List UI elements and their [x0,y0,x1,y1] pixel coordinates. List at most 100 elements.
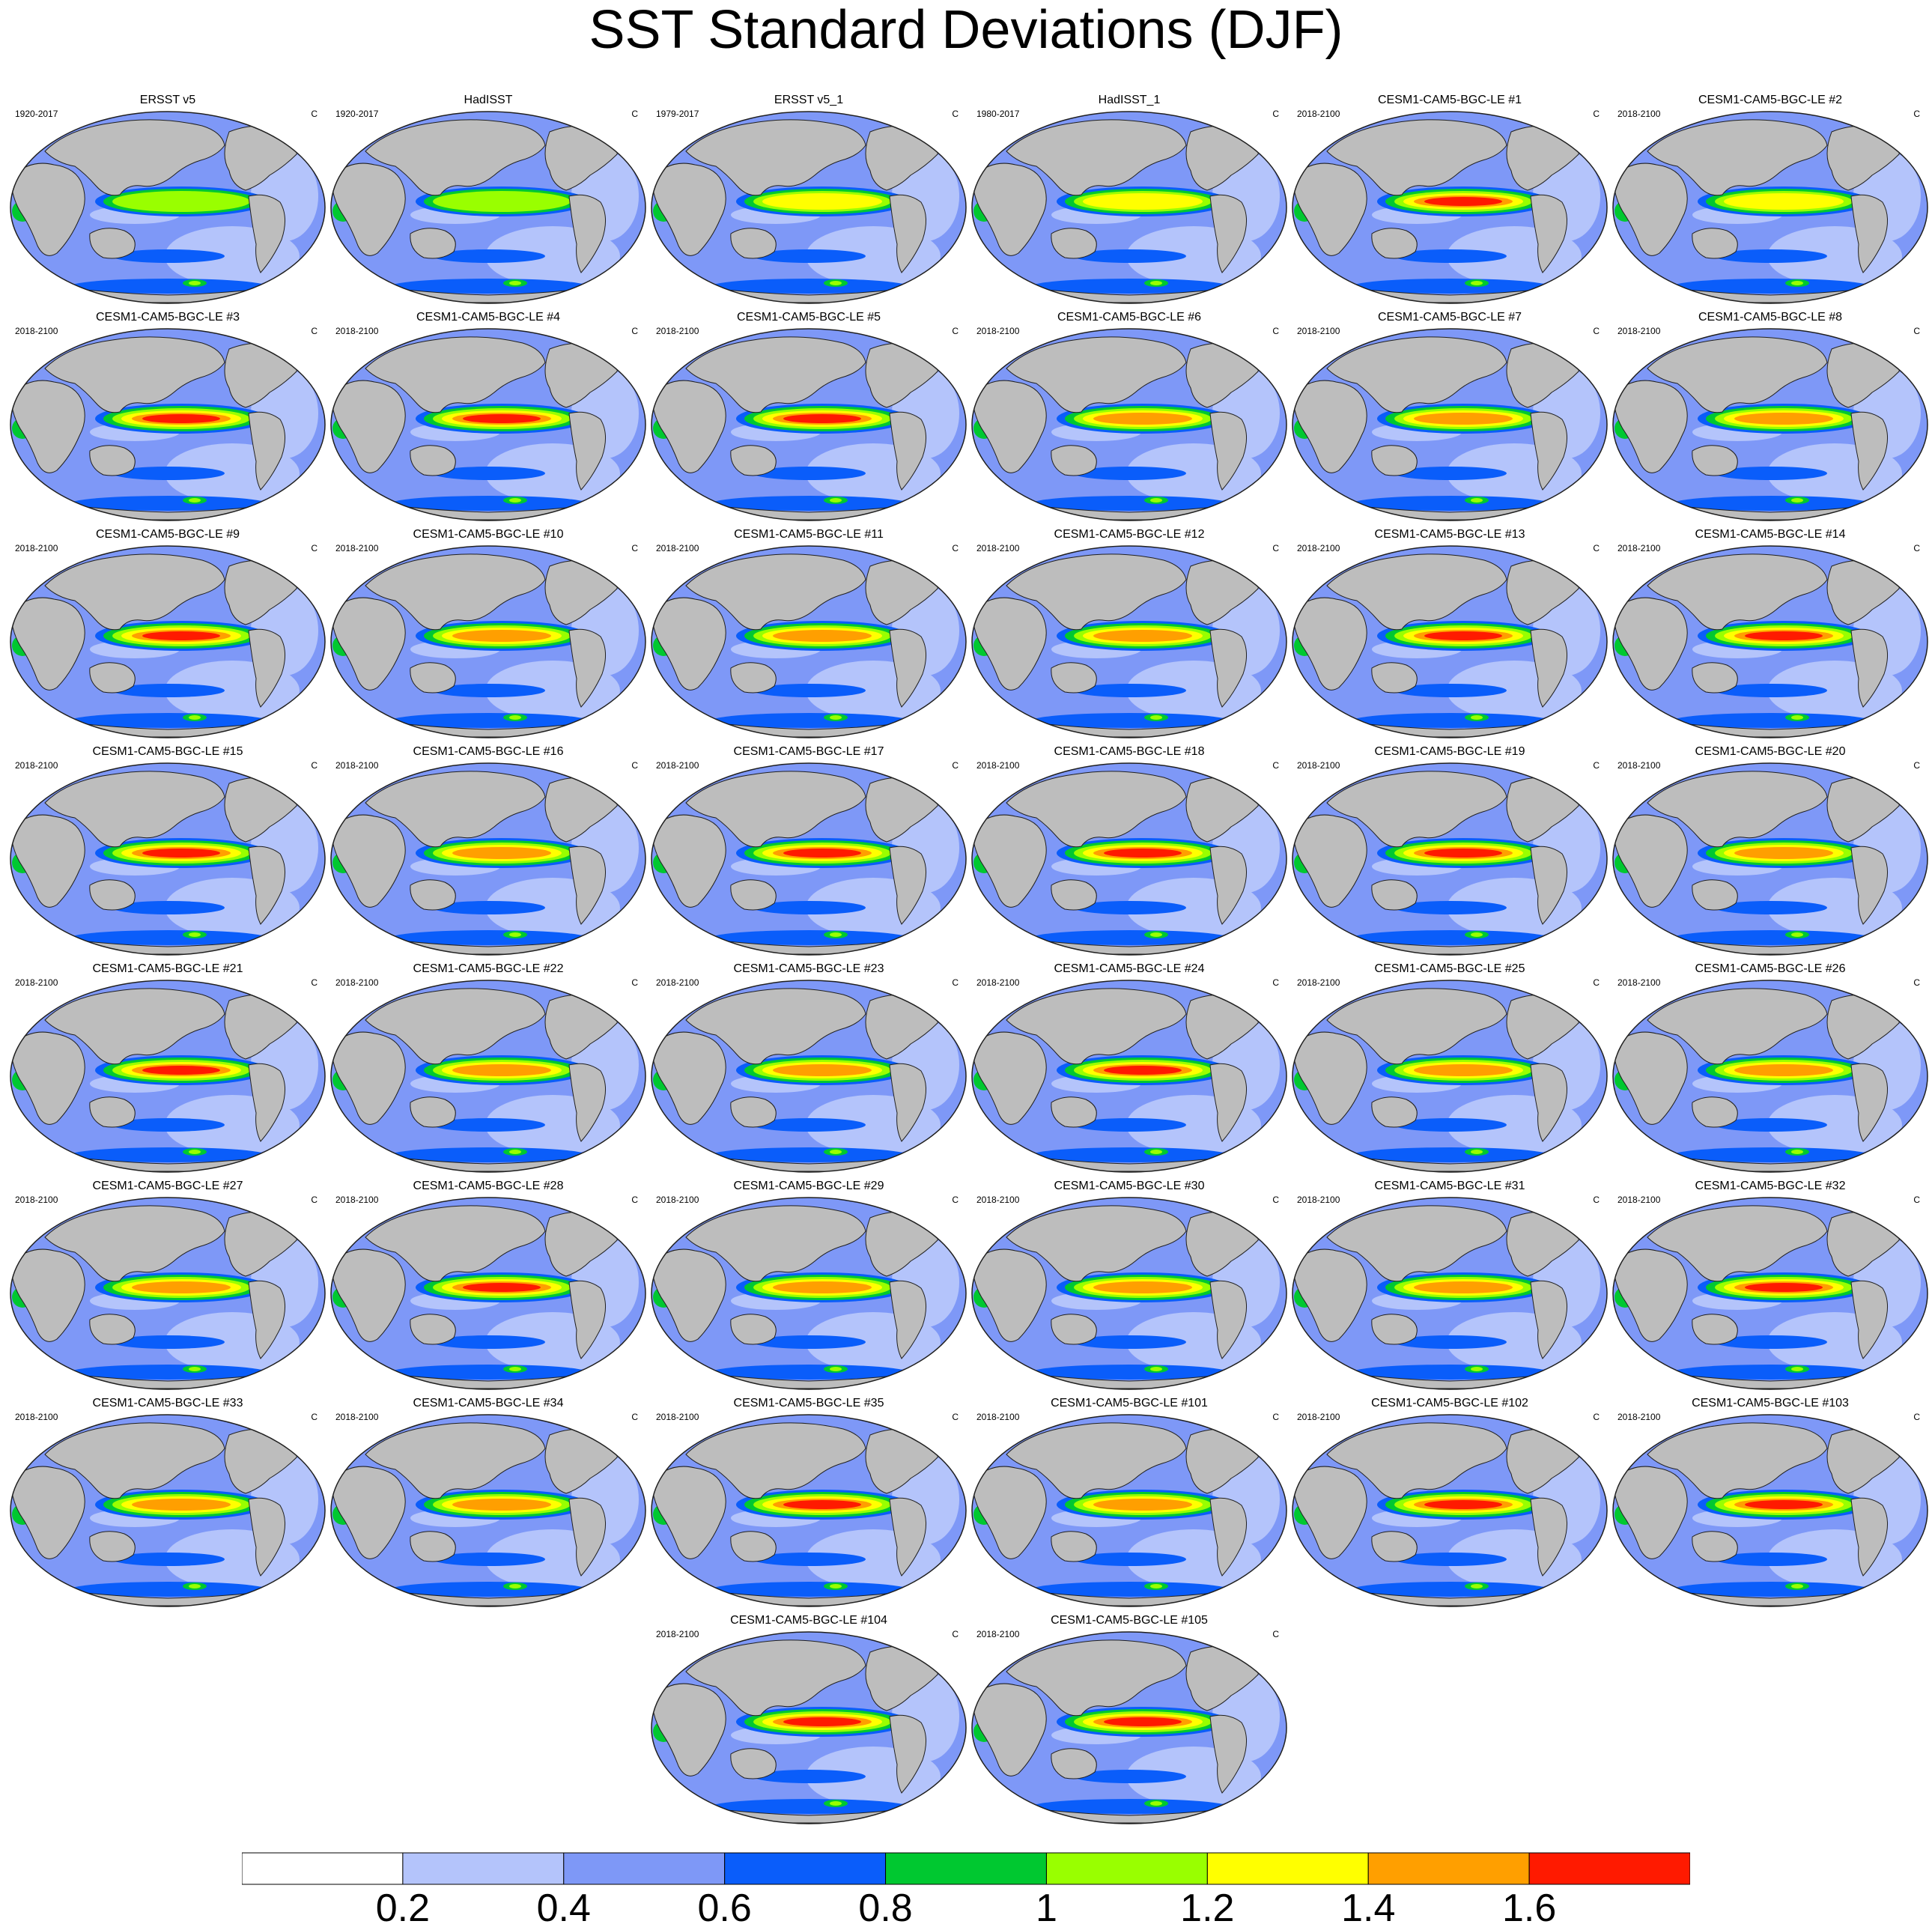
map-border [1612,545,1928,738]
africa-land [651,814,726,908]
australia-land [1051,228,1097,259]
map-border [651,980,967,1173]
sst-field [1613,329,1928,521]
enso-tongue-level [773,630,872,642]
sst-field [331,546,645,738]
southern-pacific-band [433,467,545,480]
africa-land [1613,814,1688,908]
europe-asia-land [1006,336,1187,413]
south-america-land [248,1497,285,1577]
greenland-land [1242,118,1268,140]
europe-asia-land [365,336,546,413]
south-america-land [248,628,285,708]
panel-unit: C [631,109,638,119]
colorbar-segment [885,1852,1047,1885]
north-atlantic-core [1255,1210,1270,1228]
sst-field [331,1198,645,1389]
southern-ocean-core [1471,498,1483,503]
sst-field [10,546,325,738]
robinson-map [971,1414,1287,1607]
south-america-land [1209,411,1247,491]
panel-title: CESM1-CAM5-BGC-LE #17 [733,745,884,758]
sst-field [10,1198,325,1389]
enso-tongue-level [463,1283,541,1292]
australia-land [410,1314,456,1345]
africa-land [331,814,406,908]
robinson-map [1612,980,1928,1173]
robinson-map [10,111,326,304]
southern-ocean-band [1033,713,1227,728]
africa-land [651,1466,726,1559]
robinson-map [1612,1414,1928,1607]
africa-land [331,163,406,256]
southern-ocean-band [712,930,907,945]
panel-unit: C [1913,977,1920,988]
map-panel: CESM1-CAM5-BGC-LE #29 2018-2100 C [648,1179,969,1392]
map-panel: CESM1-CAM5-BGC-LE #11 2018-2100 C [648,527,969,741]
sst-field [10,329,325,521]
greenland-land [601,336,627,357]
enso-tongue-level [112,191,250,212]
map-border [1292,1414,1608,1607]
australia-land [410,1531,456,1562]
southern-pacific-band [1394,249,1507,263]
panel-period: 2018-2100 [656,760,699,771]
south-america-land [889,1063,926,1142]
sst-field [651,1632,966,1824]
southern-ocean-core [1791,1584,1803,1588]
australia-land [730,1096,777,1128]
north-atlantic-core [935,775,950,793]
enso-tongue-level [1424,197,1502,206]
enso-tongue-level [132,1499,231,1511]
southern-pacific-band [753,249,866,263]
panel-unit: C [1272,1412,1279,1422]
map-panel: CESM1-CAM5-BGC-LE #15 2018-2100 C [7,744,328,958]
panel-period: 2018-2100 [656,1629,699,1639]
greenland-land [1883,1421,1909,1443]
map-border [330,762,646,956]
australia-land [1692,228,1738,259]
north-atlantic-core [294,775,309,793]
africa-land [972,380,1047,473]
map-border [1612,111,1928,304]
southern-ocean-band [1033,1147,1227,1162]
enso-tongue-level [452,1064,551,1076]
robinson-map [10,328,326,521]
southern-ocean-core [1471,1584,1483,1588]
southern-ocean-band [392,930,586,945]
greenland-land [1883,553,1909,574]
colorbar-label: 1 [1035,1887,1057,1930]
south-america-land [1530,1063,1567,1142]
europe-asia-land [685,1422,866,1499]
panel-title: CESM1-CAM5-BGC-LE #24 [1054,962,1205,975]
north-atlantic-core [1896,1427,1911,1445]
australia-land [730,1314,777,1345]
australia-land [1051,879,1097,911]
panel-period: 2018-2100 [15,1412,58,1422]
colorbar-segment [724,1852,887,1885]
southern-ocean-core [1791,932,1803,937]
robinson-map [330,328,646,521]
colorbar [242,1852,1690,1885]
enso-tongue-level [762,193,882,210]
panel-unit: C [1593,1412,1600,1422]
north-atlantic-core [1576,775,1591,793]
panel-title: CESM1-CAM5-BGC-LE #1 [1377,94,1522,106]
australia-land [410,879,456,911]
panel-unit: C [1593,326,1600,336]
southern-pacific-band [433,1335,545,1349]
robinson-map [10,1197,326,1390]
panel-title: CESM1-CAM5-BGC-LE #101 [1051,1397,1208,1409]
enso-tongue-level [1104,1717,1182,1726]
africa-land [972,163,1047,256]
panel-period: 1920-2017 [15,109,58,119]
enso-tongue-level [1734,1064,1833,1076]
australia-land [89,879,136,911]
southern-ocean-band [71,496,266,511]
enso-tongue-level [132,1281,231,1293]
south-america-land [568,194,606,273]
panel-title: CESM1-CAM5-BGC-LE #12 [1054,528,1205,541]
south-america-land [889,1714,926,1794]
southern-pacific-band [1715,467,1827,480]
africa-land [1613,1031,1688,1125]
